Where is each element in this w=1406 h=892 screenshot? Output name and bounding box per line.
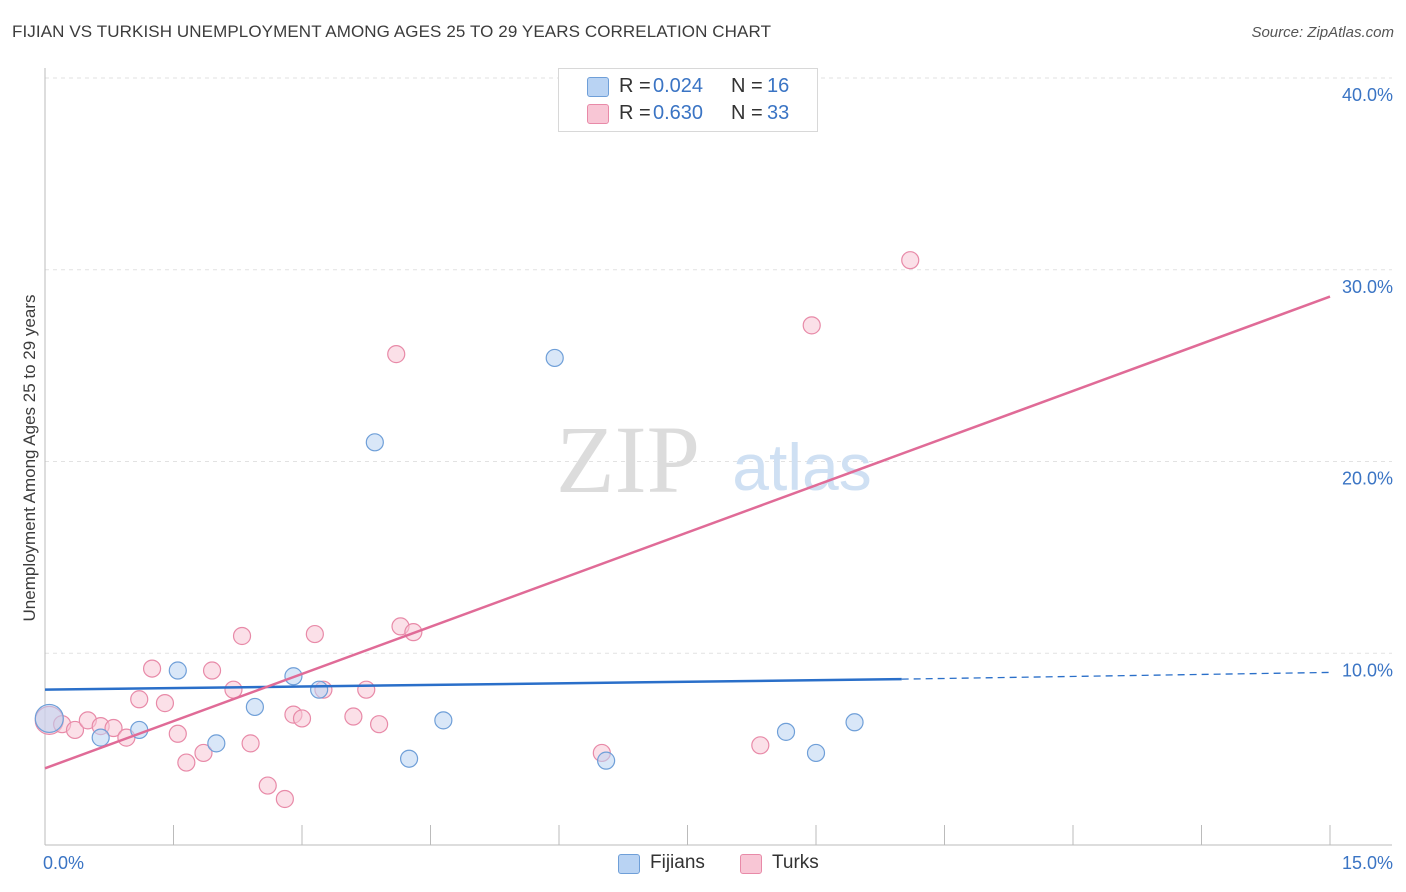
point-turks <box>258 776 277 795</box>
legend-row-fijians: R = 0.024 N = 16 <box>559 73 817 101</box>
point-turks <box>357 680 376 699</box>
bottom-legend-swatch-turks <box>740 854 762 874</box>
point-fijians <box>310 680 329 699</box>
point-fijians <box>245 697 264 717</box>
trend-line-fijians <box>44 677 902 691</box>
legend-r-label: R = <box>619 102 651 124</box>
point-turks <box>292 709 312 728</box>
point-turks <box>194 743 213 763</box>
x-tick-label: 0.0% <box>43 853 84 873</box>
legend-n-label: N = <box>731 102 763 124</box>
point-fijians <box>399 749 419 768</box>
point-turks <box>305 624 324 644</box>
y-tick-label: 10.0% <box>1342 660 1393 680</box>
tick-labels: 10.0% 20.0% 30.0% 40.0% 0.0% 15.0% <box>43 85 1393 873</box>
legend-n-value-turks: 33 <box>767 102 790 124</box>
point-fijians <box>91 728 110 747</box>
point-fijians <box>776 722 796 741</box>
watermark-atlas: atlas <box>732 430 871 504</box>
legend-swatch-turks <box>587 104 609 124</box>
legend-n-label: N = <box>731 75 763 97</box>
legend-n-value-fijians: 16 <box>767 75 790 97</box>
point-turks <box>241 734 260 753</box>
point-turks <box>387 345 406 364</box>
trend-line-turks <box>44 295 1331 770</box>
point-fijians <box>365 433 384 452</box>
stats-legend: R = 0.024 N = 16 R = 0.630 N = 33 <box>558 68 818 132</box>
y-tick-label: 40.0% <box>1342 85 1393 105</box>
chart-title: FIJIAN VS TURKISH UNEMPLOYMENT AMONG AGE… <box>12 22 772 41</box>
point-turks <box>142 659 162 678</box>
point-fijians <box>168 661 187 680</box>
trend-line-fijians-extension <box>901 671 1331 680</box>
legend-r-value-fijians: 0.024 <box>653 75 704 97</box>
point-turks <box>65 720 85 740</box>
y-tick-label: 20.0% <box>1342 469 1393 489</box>
bottom-legend-swatch-fijians <box>618 854 640 874</box>
point-fijians <box>434 711 453 730</box>
bottom-legend-label-fijians: Fijians <box>650 852 705 873</box>
point-turks <box>370 715 389 734</box>
point-turks <box>901 251 920 270</box>
y-axis-title: Unemployment Among Ages 25 to 29 years <box>20 294 39 622</box>
point-turks <box>751 736 770 755</box>
x-tick-label: 15.0% <box>1342 853 1393 873</box>
grid-lines <box>45 77 1392 654</box>
point-fijians <box>34 703 64 734</box>
legend-r-label: R = <box>619 75 651 97</box>
point-fijians <box>845 713 864 732</box>
point-turks <box>344 707 363 726</box>
point-turks <box>202 661 222 680</box>
legend-r-value-turks: 0.630 <box>653 102 704 124</box>
point-turks <box>802 316 821 335</box>
watermark: ZIP atlas <box>556 406 872 513</box>
point-fijians <box>597 751 616 770</box>
point-turks <box>275 789 294 809</box>
watermark-zip: ZIP <box>556 406 700 513</box>
trend-lines <box>44 295 1331 770</box>
point-turks <box>155 694 175 713</box>
y-tick-label: 30.0% <box>1342 277 1393 297</box>
point-fijians <box>545 348 564 368</box>
legend-row-turks: R = 0.630 N = 33 <box>559 100 817 128</box>
point-turks <box>232 626 252 646</box>
point-turks <box>130 690 149 709</box>
point-fijians <box>207 734 226 753</box>
axes <box>44 68 1392 846</box>
bottom-legend-label-turks: Turks <box>772 852 819 873</box>
point-fijians <box>806 743 826 763</box>
chart-source: Source: ZipAtlas.com <box>1251 24 1394 41</box>
legend-swatch-fijians <box>587 77 609 97</box>
point-turks <box>168 724 187 743</box>
point-turks <box>104 718 123 738</box>
point-turks <box>177 753 196 772</box>
